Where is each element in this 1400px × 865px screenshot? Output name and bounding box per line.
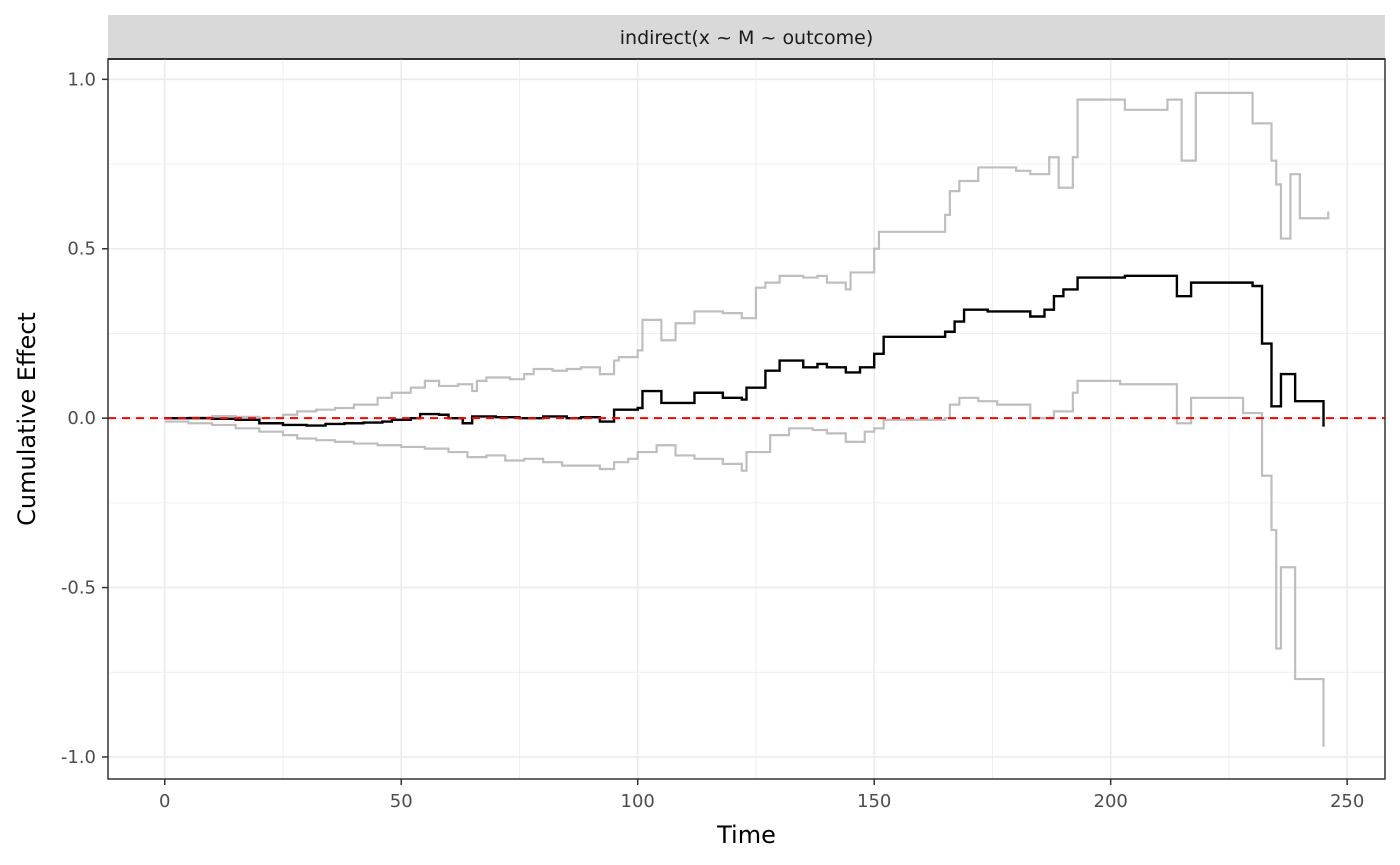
x-tick-label: 150 xyxy=(857,791,891,812)
y-tick-label: 0.0 xyxy=(67,408,96,429)
x-axis: 0 50 100 150 200 250 xyxy=(159,779,1364,812)
x-axis-title: Time xyxy=(716,821,776,849)
y-tick-label: -0.5 xyxy=(61,578,96,599)
facet-strip-background xyxy=(108,15,1385,59)
panel-border xyxy=(107,58,1386,780)
x-tick-label: 100 xyxy=(621,791,655,812)
y-axis: -1.0 -0.5 0.0 0.5 1.0 xyxy=(61,69,108,768)
y-axis-title: Cumulative Effect xyxy=(13,312,41,526)
series-line-upper xyxy=(164,91,1330,420)
x-tick-label: 0 xyxy=(159,791,170,812)
facet-strip: indirect(x ~ M ~ outcome) xyxy=(108,15,1385,60)
y-tick-label: 0.5 xyxy=(67,239,96,260)
y-tick-label: 1.0 xyxy=(67,69,96,90)
y-tick-label: -1.0 xyxy=(61,747,96,768)
series-layer xyxy=(164,91,1330,747)
x-tick-label: 50 xyxy=(390,791,413,812)
x-tick-label: 250 xyxy=(1330,791,1364,812)
facet-label: indirect(x ~ M ~ outcome) xyxy=(620,27,874,49)
x-tick-label: 200 xyxy=(1094,791,1128,812)
series-line-lower xyxy=(164,379,1325,747)
series-line-estimate xyxy=(164,274,1325,427)
